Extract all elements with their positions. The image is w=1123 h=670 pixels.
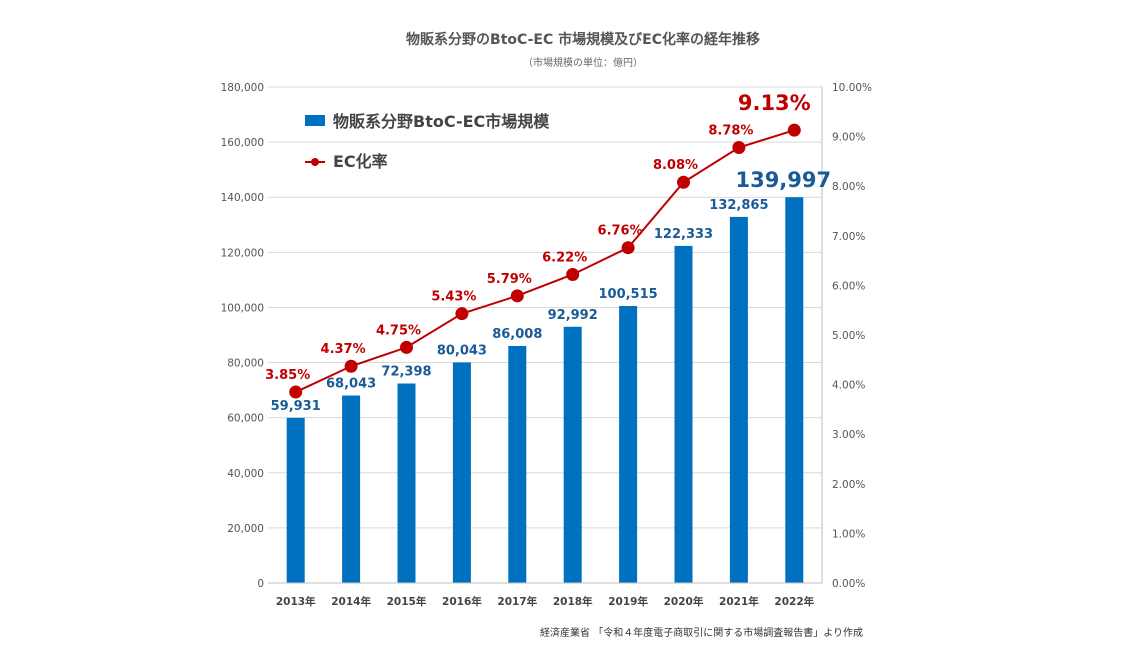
legend-line-marker — [311, 158, 319, 166]
legend: 物販系分野BtoC-EC市場規模 EC化率 — [305, 112, 550, 171]
y-right-tick-label: 7.00% — [832, 231, 865, 243]
bar — [729, 216, 748, 583]
bar — [286, 417, 305, 583]
y-right-tick-label: 3.00% — [832, 429, 865, 441]
line-series — [289, 123, 801, 399]
bar — [674, 245, 693, 584]
bar-value-label: 132,865 — [709, 198, 768, 213]
bar-value-label: 59,931 — [271, 399, 321, 414]
legend-line-label: EC化率 — [333, 152, 388, 171]
y-left-tick-label: 40,000 — [227, 468, 264, 480]
rate-point — [566, 267, 580, 281]
rate-line — [295, 129, 795, 393]
bar — [785, 197, 804, 584]
y-right-tick-label: 5.00% — [832, 330, 865, 342]
chart-title: 物販系分野のBtoC-EC 市場規模及びEC化率の経年推移 — [406, 31, 760, 48]
bar — [342, 395, 361, 583]
rate-value-label: 3.85% — [265, 368, 310, 383]
axes: 0 20,000 40,000 60,000 80,000 100,000 120,000 1… — [221, 82, 872, 608]
x-tick-label: 2022年 — [774, 595, 814, 608]
y-right-tick-label: 0.00% — [832, 578, 865, 590]
rate-point — [510, 289, 524, 303]
rate-value-label: 8.08% — [653, 158, 698, 173]
rate-value-label: 5.43% — [431, 290, 476, 305]
y-left-tick-label: 0 — [257, 578, 264, 590]
bar-value-label: 68,043 — [326, 377, 376, 392]
x-tick-label: 2018年 — [553, 595, 593, 608]
rate-point — [455, 307, 469, 321]
bar-value-label: 139,997 — [735, 168, 831, 192]
source-note: 経済産業省 「令和４年度電子商取引に関する市場調査報告書」より作成 — [540, 626, 863, 639]
y-right-tick-label: 9.00% — [832, 132, 865, 144]
rate-point — [621, 241, 635, 255]
rate-point — [344, 359, 358, 373]
bar-series — [286, 197, 804, 584]
rate-value-label: 6.76% — [598, 224, 643, 239]
rate-point — [732, 141, 746, 155]
y-right-tick-label: 6.00% — [832, 280, 865, 292]
y-left-tick-label: 160,000 — [221, 137, 264, 149]
chart-subtitle: （市場規模の単位：億円） — [523, 56, 643, 69]
y-right-tick-label: 4.00% — [832, 380, 865, 392]
x-tick-label: 2013年 — [276, 595, 316, 608]
bar-value-label: 80,043 — [437, 343, 487, 358]
rate-value-label: 8.78% — [708, 124, 753, 139]
bar — [397, 383, 416, 583]
bar-value-label: 92,992 — [548, 308, 598, 323]
bar — [563, 326, 582, 583]
bar-value-label: 122,333 — [654, 227, 713, 242]
x-tick-label: 2021年 — [719, 595, 759, 608]
y-left-tick-label: 120,000 — [221, 247, 264, 259]
y-left-tick-label: 80,000 — [227, 358, 264, 370]
x-tick-label: 2015年 — [387, 595, 427, 608]
x-tick-label: 2019年 — [608, 595, 648, 608]
y-left-tick-label: 140,000 — [221, 192, 264, 204]
rate-value-label: 6.22% — [542, 250, 587, 265]
x-tick-label: 2014年 — [331, 595, 371, 608]
y-right-tick-label: 8.00% — [832, 181, 865, 193]
y-right-tick-label: 2.00% — [832, 479, 865, 491]
bar-value-label: 100,515 — [598, 287, 657, 302]
y-left-tick-label: 20,000 — [227, 523, 264, 535]
y-right-tick-label: 10.00% — [832, 82, 872, 94]
legend-bar-swatch — [305, 115, 325, 126]
bar-value-label: 72,398 — [381, 365, 431, 380]
bar — [452, 362, 471, 583]
bar — [619, 306, 638, 583]
x-tick-label: 2020年 — [664, 595, 704, 608]
y-left-tick-label: 60,000 — [227, 413, 264, 425]
rate-point — [400, 340, 413, 354]
bar — [508, 346, 527, 583]
rate-point — [289, 385, 303, 399]
rate-point — [787, 123, 801, 137]
x-tick-label: 2016年 — [442, 595, 482, 608]
x-tick-label: 2017年 — [497, 595, 537, 608]
rate-value-label: 5.79% — [487, 272, 532, 287]
data-labels: 59,931 68,043 72,398 80,043 86,008 92,992100,… — [265, 91, 831, 414]
legend-bar-label: 物販系分野BtoC-EC市場規模 — [333, 112, 550, 131]
y-left-tick-label: 100,000 — [221, 302, 264, 314]
y-right-tick-label: 1.00% — [832, 528, 865, 540]
rate-value-label: 4.37% — [321, 342, 366, 357]
rate-value-label: 4.75% — [376, 323, 421, 338]
y-left-tick-label: 180,000 — [221, 82, 264, 94]
rate-value-label: 9.13% — [738, 91, 811, 115]
bar-value-label: 86,008 — [492, 327, 542, 342]
rate-point — [677, 175, 690, 189]
